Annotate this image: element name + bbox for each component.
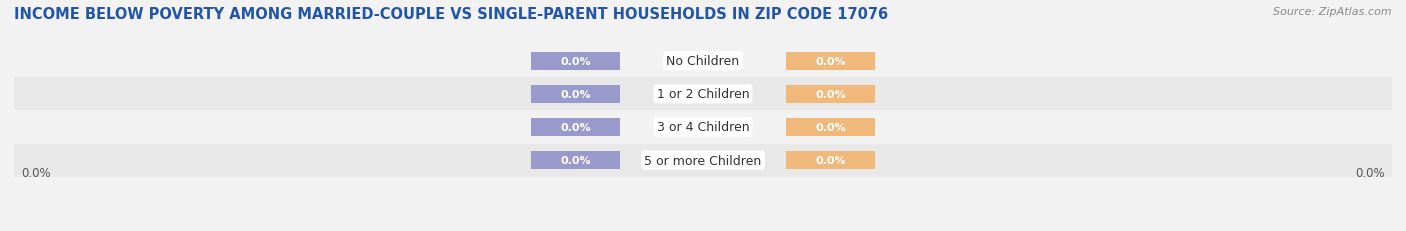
Text: 0.0%: 0.0% [560, 155, 591, 165]
Text: INCOME BELOW POVERTY AMONG MARRIED-COUPLE VS SINGLE-PARENT HOUSEHOLDS IN ZIP COD: INCOME BELOW POVERTY AMONG MARRIED-COUPL… [14, 7, 889, 22]
Bar [531, 151, 620, 170]
Text: 0.0%: 0.0% [815, 155, 846, 165]
Text: Source: ZipAtlas.com: Source: ZipAtlas.com [1274, 7, 1392, 17]
Text: 0.0%: 0.0% [560, 56, 591, 66]
Text: No Children: No Children [666, 55, 740, 68]
Text: 0.0%: 0.0% [21, 167, 51, 179]
Bar [786, 85, 875, 103]
Bar [14, 78, 1392, 111]
Bar [14, 144, 1392, 177]
Text: 3 or 4 Children: 3 or 4 Children [657, 121, 749, 134]
Bar [531, 85, 620, 103]
Text: 0.0%: 0.0% [815, 89, 846, 99]
Bar [531, 118, 620, 137]
Text: 0.0%: 0.0% [815, 122, 846, 132]
Bar [14, 111, 1392, 144]
Bar [786, 52, 875, 70]
Text: 0.0%: 0.0% [815, 56, 846, 66]
Text: 5 or more Children: 5 or more Children [644, 154, 762, 167]
Bar [531, 52, 620, 70]
Bar [786, 151, 875, 170]
Legend: Married Couples, Single Parents: Married Couples, Single Parents [568, 227, 838, 231]
Text: 0.0%: 0.0% [1355, 167, 1385, 179]
Text: 0.0%: 0.0% [560, 122, 591, 132]
Bar [14, 45, 1392, 78]
Text: 0.0%: 0.0% [560, 89, 591, 99]
Bar [786, 118, 875, 137]
Text: 1 or 2 Children: 1 or 2 Children [657, 88, 749, 101]
